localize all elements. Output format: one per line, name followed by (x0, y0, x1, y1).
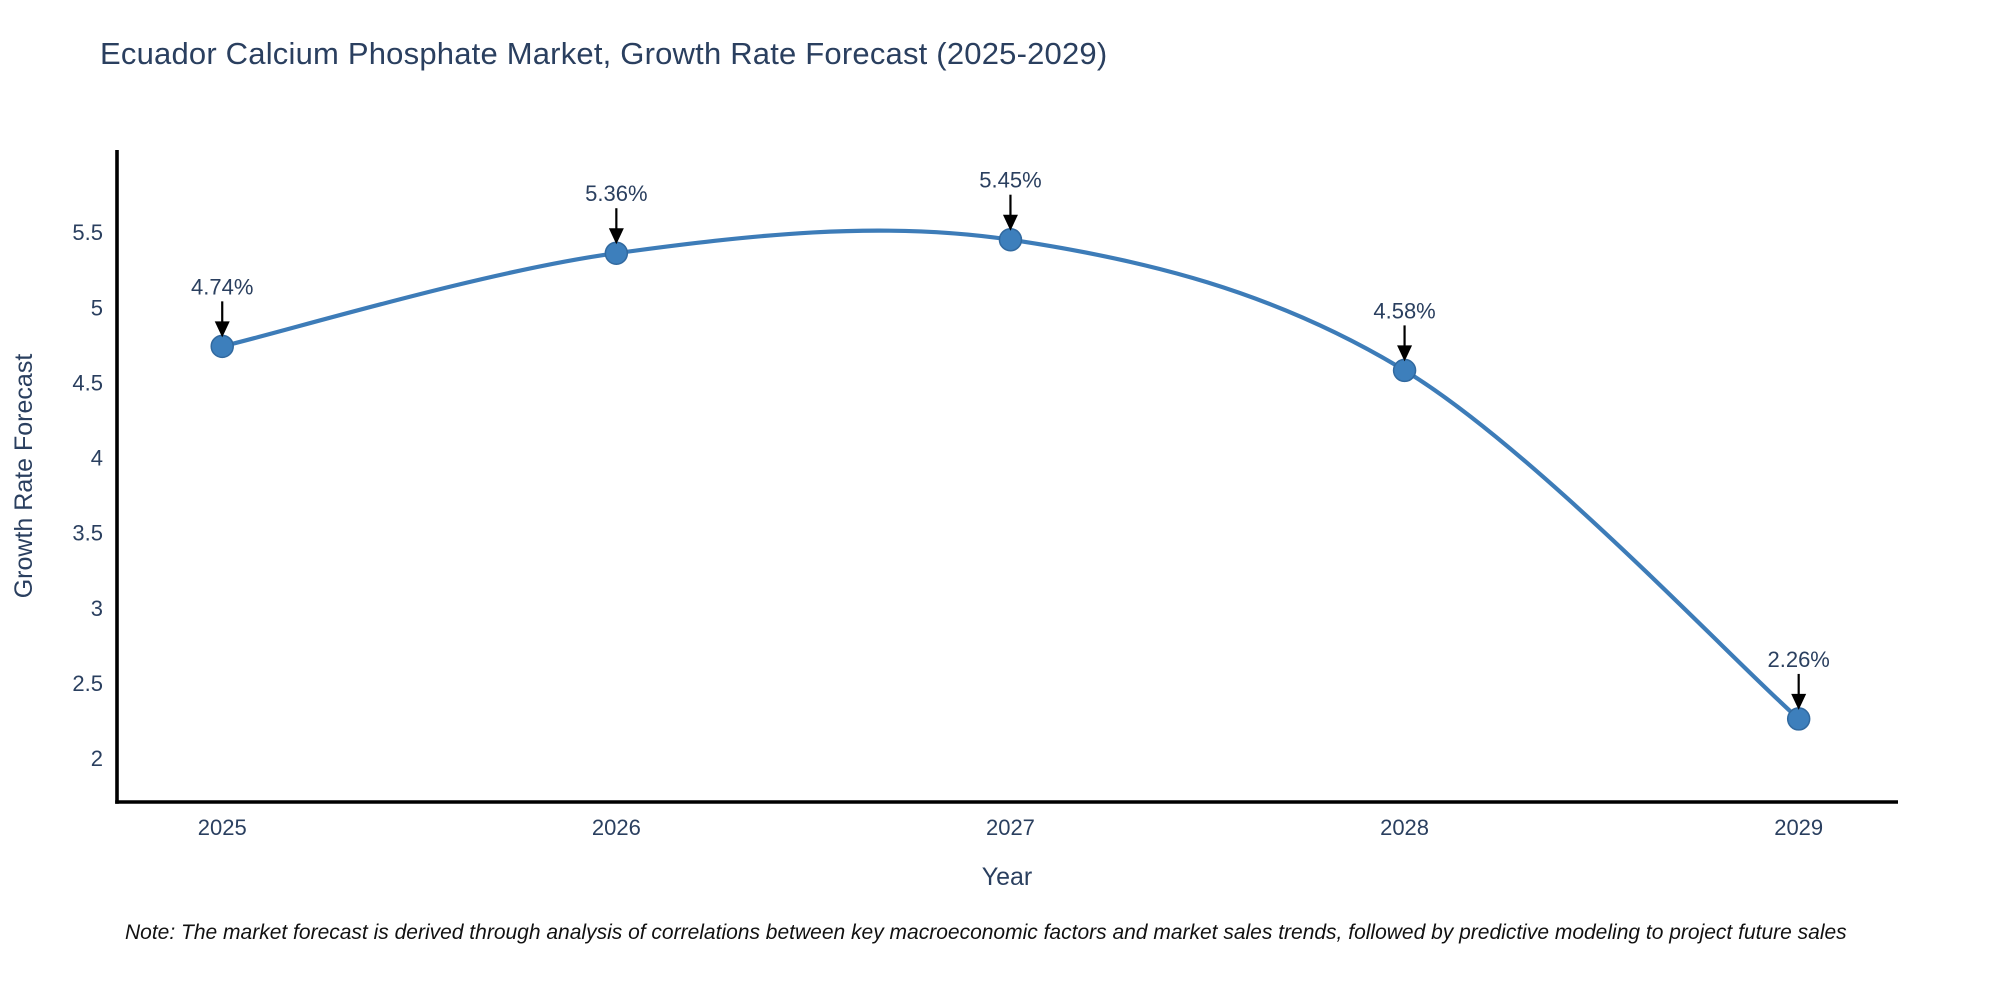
y-tick-label: 4.5 (72, 370, 103, 395)
x-tick-label: 2029 (1774, 815, 1823, 840)
y-tick-label: 2.5 (72, 671, 103, 696)
x-tick-label: 2025 (198, 815, 247, 840)
data-point-marker (1392, 358, 1417, 383)
y-tick-label: 3.5 (72, 521, 103, 546)
point-value-label: 4.58% (1373, 298, 1435, 323)
point-value-label: 5.45% (979, 168, 1041, 193)
annotation-arrowhead-icon (1002, 214, 1018, 231)
x-tick-label: 2027 (986, 815, 1035, 840)
forecast-line (220, 228, 1801, 721)
x-tick-label: 2026 (592, 815, 641, 840)
y-tick-label: 4 (91, 446, 103, 471)
data-point-marker (998, 227, 1023, 252)
x-axis-title: Year (982, 863, 1033, 891)
y-axis-title: Growth Rate Forecast (10, 354, 38, 599)
data-point-marker (1786, 707, 1811, 731)
data-point-marker (210, 334, 234, 359)
annotation-arrowhead-icon (214, 321, 230, 338)
growth-rate-series (210, 227, 1811, 731)
point-value-label: 5.36% (585, 181, 647, 206)
data-point-marker (604, 241, 629, 265)
footnote-text: Note: The market forecast is derived thr… (125, 921, 1847, 944)
x-tick-label: 2028 (1380, 815, 1429, 840)
y-tick-label: 5.5 (72, 220, 103, 245)
y-tick-label: 3 (91, 596, 103, 621)
y-tick-label: 5 (91, 295, 103, 320)
y-tick-label: 2 (91, 746, 103, 771)
x-axis-tick-labels: 2025 2026 2027 2028 2029 (198, 815, 1823, 840)
y-axis-tick-labels: 5.5 5 4.5 4 3.5 3 2.5 2 (72, 220, 103, 771)
point-value-label: 2.26% (1767, 647, 1829, 672)
point-value-label: 4.74% (191, 274, 253, 299)
annotation-arrowhead-icon (1791, 693, 1807, 710)
annotation-arrowhead-icon (1397, 345, 1413, 362)
point-annotations: 4.74% 5.36% 5.45% 4.58% 2.26% (191, 168, 1830, 710)
chart-title: Ecuador Calcium Phosphate Market, Growth… (100, 36, 1108, 71)
annotation-arrowhead-icon (608, 228, 624, 245)
